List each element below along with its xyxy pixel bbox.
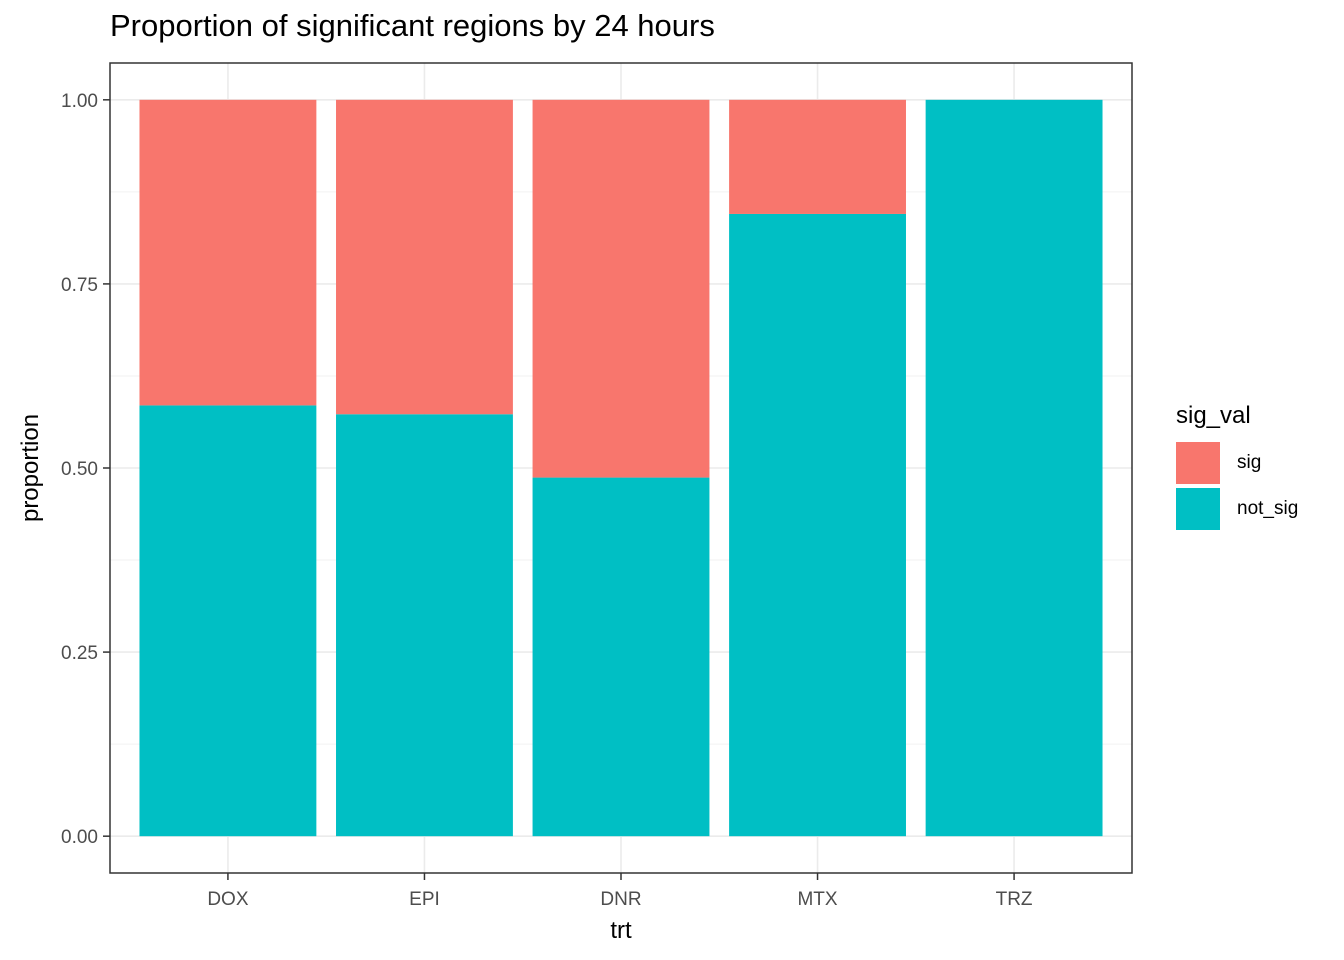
x-tick-label-dox: DOX (207, 889, 249, 910)
bar-dox-sig (139, 99, 317, 406)
bar-mtx-sig (729, 99, 906, 214)
x-tick-label-epi: EPI (409, 889, 440, 910)
x-tick-label-mtx: MTX (797, 889, 837, 910)
y-tick-label: 0.75 (61, 275, 98, 296)
bar-epi-not-sig (336, 414, 513, 837)
bar-dnr-sig (532, 99, 710, 478)
legend-key-not-sig (1176, 488, 1220, 530)
bar-trz-not-sig (925, 99, 1103, 837)
legend: sig_val sig not_sig (1176, 402, 1298, 532)
y-tick-label: 0.00 (61, 827, 98, 848)
bar-mtx-not-sig (729, 213, 906, 837)
x-axis-title: trt (610, 917, 632, 944)
legend-title: sig_val (1176, 402, 1251, 429)
legend-label-not-sig: not_sig (1237, 498, 1299, 519)
y-tick-label: 0.50 (61, 459, 98, 480)
legend-key-sig (1176, 442, 1220, 484)
x-tick-label-trz: TRZ (996, 889, 1033, 910)
axis-layer: 0.00 0.25 0.50 0.75 1.00 DOX EPI DNR MTX TRZ (61, 91, 1033, 910)
x-tick-label-dnr: DNR (600, 889, 641, 910)
bar-dnr-not-sig (532, 477, 710, 837)
bar-layer (139, 99, 1103, 837)
y-tick-label: 1.00 (61, 91, 98, 112)
y-tick-label: 0.25 (61, 643, 98, 664)
bar-epi-sig (336, 99, 513, 415)
legend-item-not-sig: not_sig (1176, 486, 1298, 532)
bar-dox-not-sig (139, 405, 317, 837)
chart-title: Proportion of significant regions by 24 … (110, 8, 715, 43)
y-axis-title: proportion (17, 414, 44, 522)
legend-item-sig: sig (1176, 440, 1298, 486)
legend-label-sig: sig (1237, 452, 1262, 473)
